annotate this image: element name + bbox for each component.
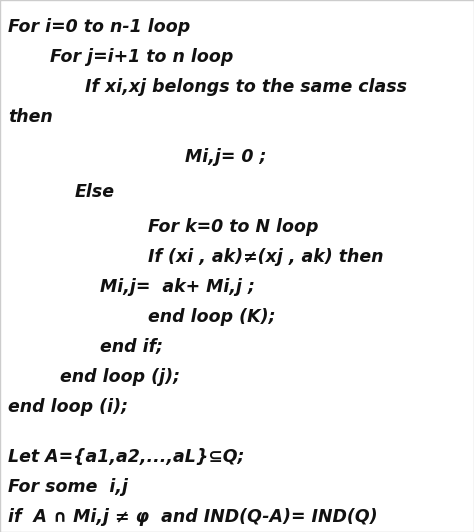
Text: Let A={a1,a2,...,aL}⊆Q;: Let A={a1,a2,...,aL}⊆Q; bbox=[8, 448, 245, 466]
Text: For i=0 to n-1 loop: For i=0 to n-1 loop bbox=[8, 18, 190, 36]
Text: Else: Else bbox=[75, 183, 115, 201]
Text: end if;: end if; bbox=[100, 338, 163, 356]
Text: if  A ∩ Mi,j ≠ φ  and IND(Q-A)= IND(Q): if A ∩ Mi,j ≠ φ and IND(Q-A)= IND(Q) bbox=[8, 508, 378, 526]
Text: If xi,xj belongs to the same class: If xi,xj belongs to the same class bbox=[85, 78, 407, 96]
Text: end loop (j);: end loop (j); bbox=[60, 368, 180, 386]
Text: Mi,j= 0 ;: Mi,j= 0 ; bbox=[185, 148, 266, 166]
Text: end loop (K);: end loop (K); bbox=[148, 308, 275, 326]
Text: If (xi , ak)≠(xj , ak) then: If (xi , ak)≠(xj , ak) then bbox=[148, 248, 383, 266]
Text: then: then bbox=[8, 108, 53, 126]
Text: For some  i,j: For some i,j bbox=[8, 478, 128, 496]
Text: For j=i+1 to n loop: For j=i+1 to n loop bbox=[50, 48, 233, 66]
Text: For k=0 to N loop: For k=0 to N loop bbox=[148, 218, 319, 236]
Text: end loop (i);: end loop (i); bbox=[8, 398, 128, 416]
Text: Mi,j=  ak+ Mi,j ;: Mi,j= ak+ Mi,j ; bbox=[100, 278, 255, 296]
